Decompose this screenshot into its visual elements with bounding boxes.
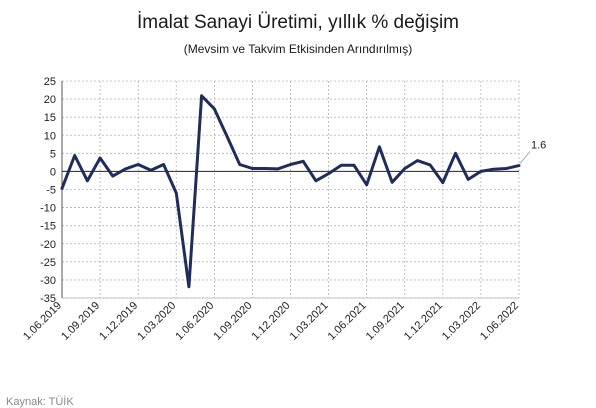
last-value-label: 1.6: [531, 140, 546, 152]
y-tick-label: 5: [50, 148, 56, 160]
data-point: [340, 164, 343, 167]
data-point: [441, 181, 445, 184]
x-tick-label: 1.06.2021: [326, 300, 369, 343]
data-point: [73, 154, 76, 157]
data-point: [60, 187, 64, 190]
data-point: [327, 172, 330, 175]
y-tick-label: -10: [40, 203, 56, 215]
data-point: [378, 145, 381, 149]
chart-title: İmalat Sanayi Üretimi, yıllık % değişim: [136, 12, 460, 33]
data-point: [289, 163, 292, 166]
x-tick-label: 1.03.2021: [288, 300, 331, 343]
data-point: [416, 159, 419, 162]
y-tick-label: -25: [40, 257, 56, 269]
y-tick-label: 0: [50, 166, 56, 178]
y-tick-label: 25: [44, 76, 56, 88]
data-point: [111, 174, 114, 178]
data-point: [301, 160, 305, 163]
y-tick-label: -30: [40, 275, 56, 287]
x-tick-label: 1.12.2020: [250, 300, 293, 343]
data-point: [225, 135, 229, 138]
data-point: [403, 167, 406, 170]
data-point: [505, 167, 508, 170]
y-tick-label: -35: [40, 293, 56, 305]
data-point: [314, 179, 318, 183]
data-point: [517, 164, 521, 167]
data-point: [467, 178, 470, 181]
data-point: [200, 94, 203, 98]
data-point: [263, 167, 267, 170]
x-tick-label: 1.12.2019: [97, 300, 140, 343]
y-tick-label: 10: [44, 130, 56, 142]
data-point: [86, 179, 89, 183]
data-point: [175, 191, 178, 195]
data-point: [149, 169, 153, 172]
y-tick-label: -5: [46, 185, 56, 197]
data-point: [454, 152, 457, 155]
x-tick-label: 1.09.2020: [211, 300, 254, 343]
x-tick-label: 1.12.2021: [402, 300, 445, 343]
data-point: [136, 163, 140, 166]
x-tick-label: 1.06.2020: [173, 300, 216, 343]
data-point: [479, 170, 483, 173]
source-note: Kaynak: TÜİK: [6, 396, 74, 408]
x-tick-label: 1.03.2020: [135, 300, 178, 343]
data-point: [492, 168, 495, 171]
data-point: [276, 167, 280, 171]
y-tick-label: -15: [40, 221, 56, 233]
x-tick-label: 1.03.2022: [440, 300, 483, 343]
data-point: [124, 167, 127, 171]
annotation-leader: [519, 151, 531, 164]
data-point: [238, 163, 241, 166]
x-tick-label: 1.06.2019: [21, 300, 64, 343]
data-point: [365, 183, 368, 186]
x-tick-label: 1.09.2019: [59, 300, 102, 343]
x-tick-label: 1.06.2022: [478, 300, 521, 343]
data-point: [352, 164, 356, 167]
y-tick-label: 15: [44, 112, 56, 124]
data-point: [162, 163, 165, 166]
chart-subtitle: (Mevsim ve Takvim Etkisinden Arındırılmı…: [183, 42, 413, 56]
data-point: [428, 163, 432, 167]
data-point: [98, 156, 102, 160]
data-point: [213, 107, 216, 111]
data-point: [251, 167, 254, 170]
data-point: [390, 181, 394, 184]
y-tick-label: -20: [40, 239, 56, 251]
y-tick-label: 20: [44, 94, 56, 106]
data-point: [187, 285, 191, 288]
x-tick-label: 1.09.2021: [364, 300, 407, 343]
